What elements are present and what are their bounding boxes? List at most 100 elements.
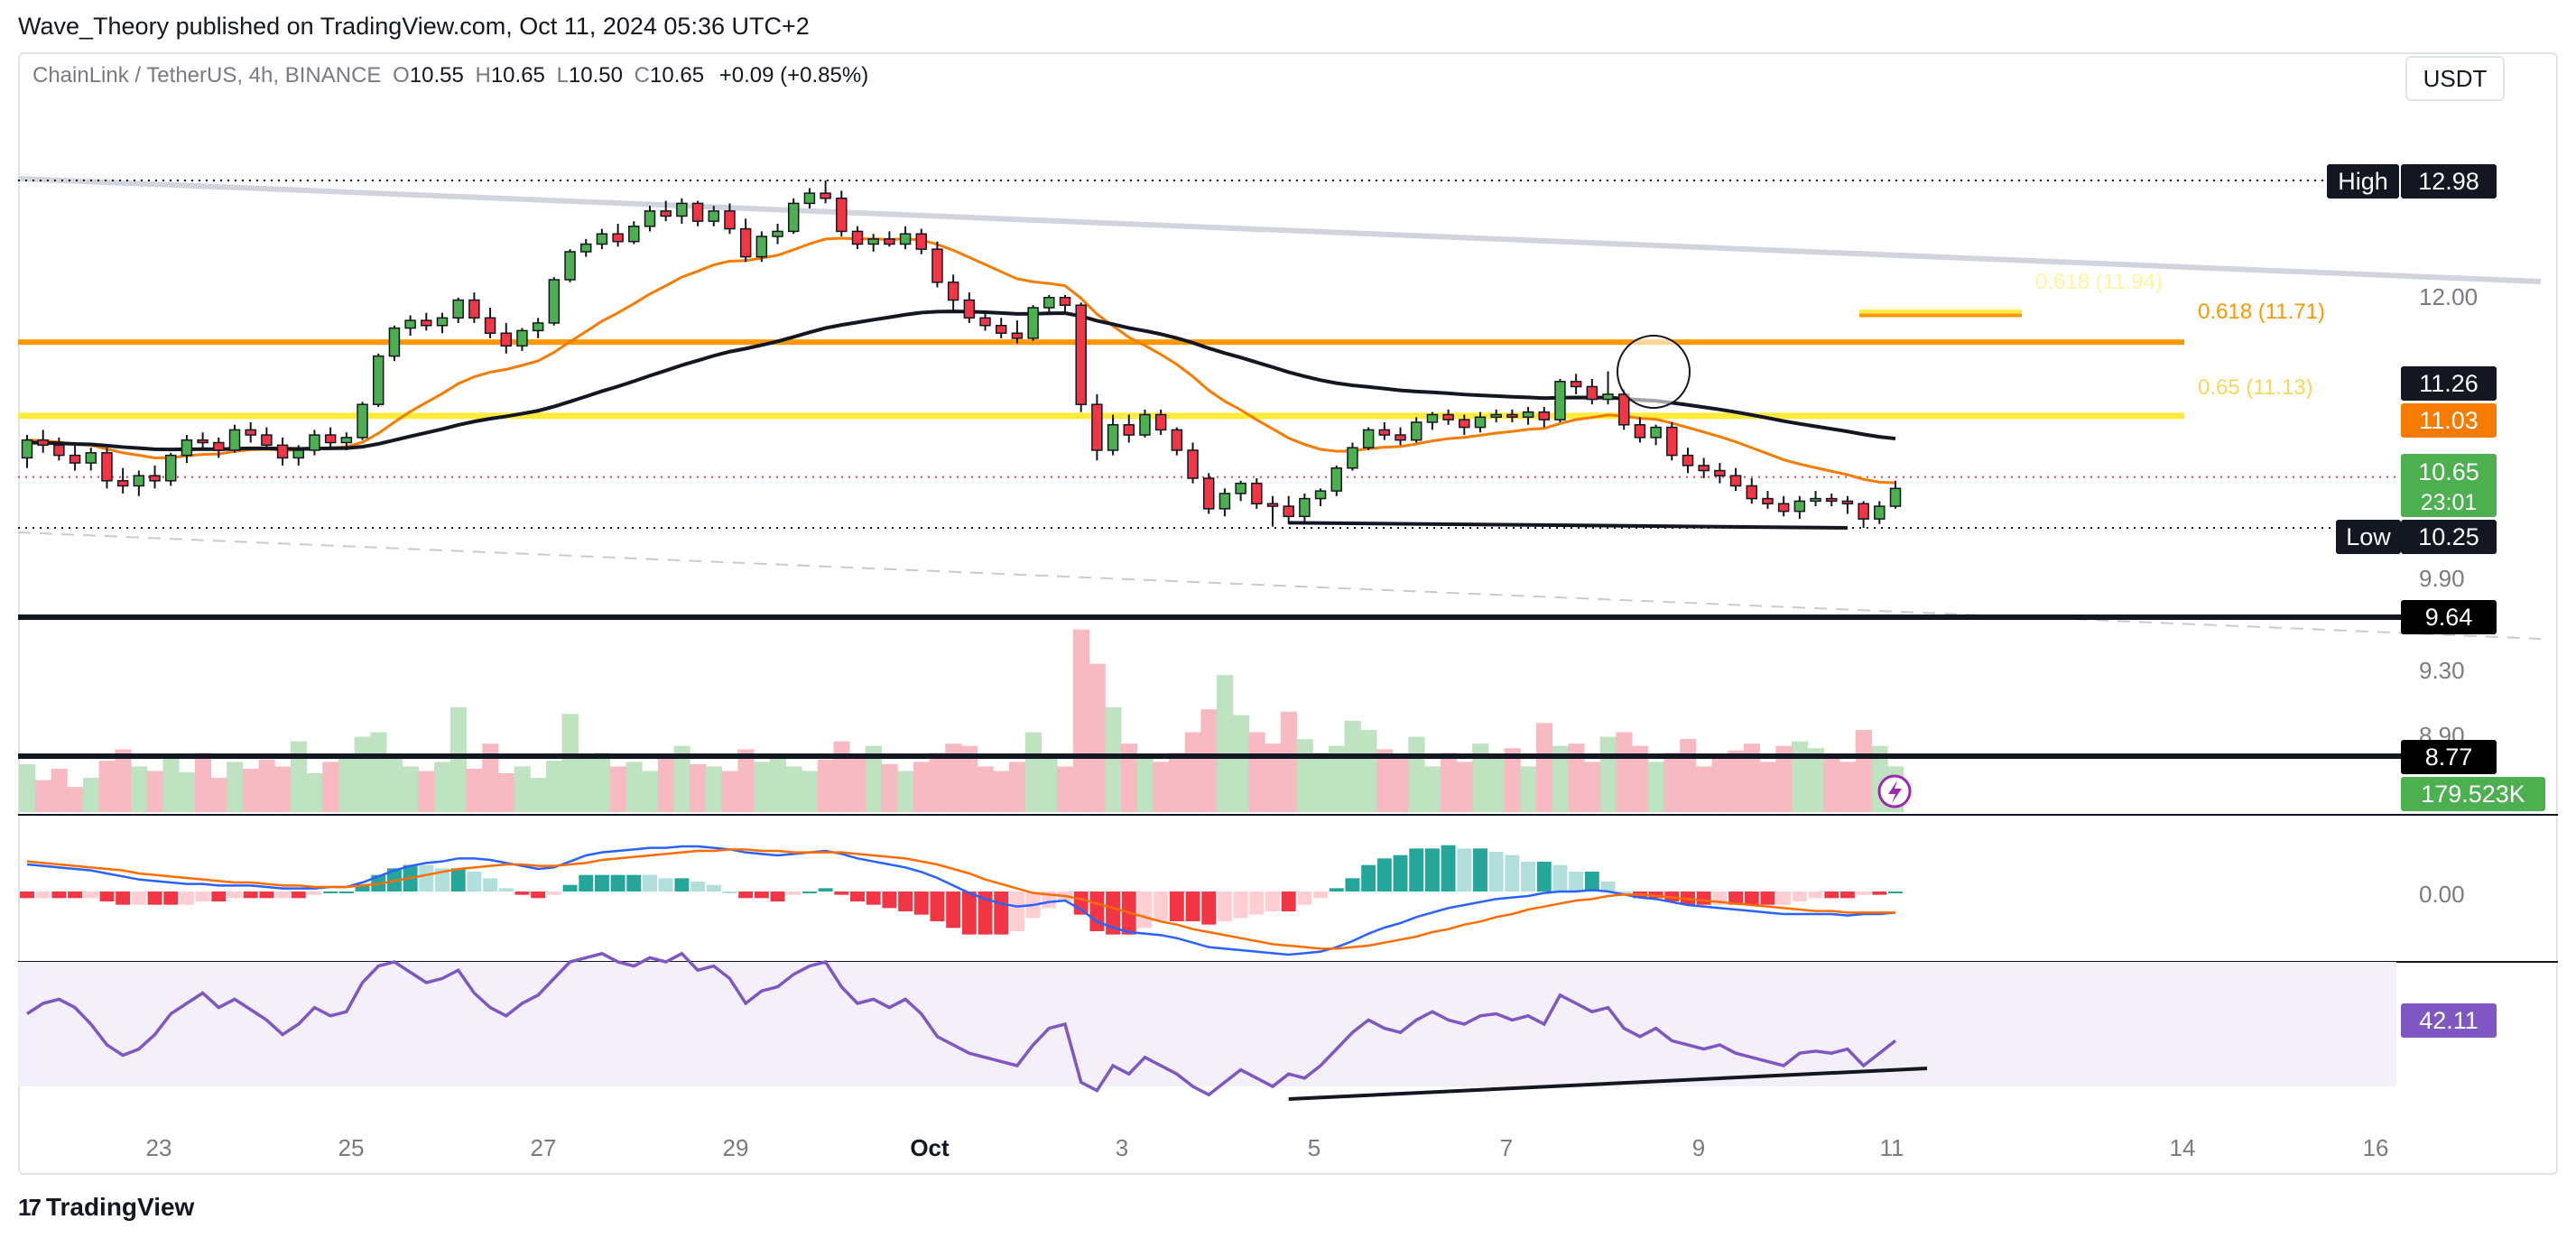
rsi-support-trendline xyxy=(1288,1067,1928,1101)
bull-candle xyxy=(21,439,33,459)
macd-bar xyxy=(211,892,227,901)
macd-axis-tick: 0.00 xyxy=(2419,881,2465,908)
bear-candle xyxy=(1442,413,1454,420)
bull-candle xyxy=(372,355,385,405)
volume-bar xyxy=(1535,723,1553,812)
bear-candle xyxy=(1075,304,1087,405)
macd-bar xyxy=(1584,872,1599,892)
current-price-countdown: 23:01 xyxy=(2421,490,2478,515)
volume-bar xyxy=(530,778,547,812)
bull-candle xyxy=(1235,482,1246,494)
volume-bar xyxy=(1487,757,1506,812)
volume-bar xyxy=(881,763,898,812)
volume-bar xyxy=(1520,766,1537,812)
volume-bar xyxy=(913,762,931,812)
price-axis-tick: 9.30 xyxy=(2419,657,2465,684)
currency-button[interactable]: USDT xyxy=(2405,56,2505,101)
volume-bar xyxy=(514,766,531,812)
macd-bar xyxy=(498,888,514,892)
bear-candle xyxy=(915,233,928,250)
fib-annotation-2: 0.65 (11.13) xyxy=(2198,375,2313,400)
tradingview-logo-icon: 17 xyxy=(18,1193,42,1221)
macd-bar xyxy=(1521,862,1536,892)
bull-candle xyxy=(787,202,800,233)
macd-bar xyxy=(850,892,865,901)
time-axis-label: 9 xyxy=(1692,1134,1705,1161)
macd-bar xyxy=(562,884,578,892)
bear-candle xyxy=(1858,503,1869,520)
volume-bar xyxy=(1009,762,1026,812)
macd-bar xyxy=(1137,892,1153,928)
volume-bar xyxy=(1296,739,1313,812)
volume-histogram xyxy=(19,629,1904,812)
volume-bar xyxy=(1072,629,1090,812)
bear-candle xyxy=(500,332,513,347)
legend-close: 10.65 xyxy=(650,63,705,88)
low-tag: Low xyxy=(2346,523,2391,550)
bear-candle xyxy=(724,210,736,230)
macd-bar xyxy=(946,892,961,928)
volume-bar xyxy=(1552,745,1569,812)
bull-candle xyxy=(1490,413,1502,419)
bear-candle xyxy=(691,202,704,222)
bull-candle xyxy=(436,317,449,327)
bear-candle xyxy=(947,282,959,301)
volume-bar xyxy=(1089,663,1106,812)
rsi-band xyxy=(18,962,2396,1086)
volume-bar xyxy=(1200,709,1218,812)
bull-candle xyxy=(357,403,368,439)
volume-bar xyxy=(146,771,163,812)
legend-symbol: ChainLink / TetherUS, 4h, BINANCE xyxy=(32,63,382,88)
volume-bar xyxy=(1265,744,1282,812)
volume-bar xyxy=(242,768,260,812)
bull-candle xyxy=(1043,296,1055,309)
volume-bar xyxy=(673,745,690,812)
volume-bar xyxy=(290,741,308,812)
bear-candle xyxy=(245,429,256,436)
highlight-circle xyxy=(1617,335,1691,409)
high-value: 12.98 xyxy=(2418,168,2479,195)
volume-bar xyxy=(737,749,755,812)
bear-candle xyxy=(1714,469,1726,476)
volume-bar xyxy=(609,766,626,812)
volume-bar xyxy=(1153,762,1170,812)
volume-bar xyxy=(482,744,499,812)
bear-candle xyxy=(1570,381,1582,388)
tradingview-logo[interactable]: 17 TradingView xyxy=(18,1193,194,1222)
bear-candle xyxy=(1746,485,1758,500)
bull-candle xyxy=(628,226,640,243)
tradingview-logo-text: TradingView xyxy=(45,1193,195,1221)
rsi-line xyxy=(26,951,1897,1097)
macd-bar xyxy=(898,892,913,911)
volume-bar xyxy=(370,732,387,812)
bull-candle xyxy=(1554,381,1566,420)
chart-frame xyxy=(18,52,2558,1175)
macd-bar xyxy=(1249,892,1265,915)
bear-candle xyxy=(116,480,129,487)
macd-bar xyxy=(1217,892,1232,921)
time-axis-label: 16 xyxy=(2363,1134,2389,1161)
bull-candle xyxy=(596,233,608,245)
legend-open-label: O xyxy=(393,63,410,88)
bear-candle xyxy=(1762,497,1774,504)
macd-bar xyxy=(1457,848,1472,892)
bull-candle xyxy=(388,327,401,357)
volume-bar xyxy=(1728,750,1745,812)
macd-bar xyxy=(307,892,322,895)
volume-bar xyxy=(1136,757,1154,812)
volume-bar xyxy=(1472,744,1489,812)
volume-bar xyxy=(705,766,723,812)
volume-bar xyxy=(657,754,675,812)
volume-bar xyxy=(1759,762,1776,812)
macd-bar xyxy=(419,864,434,892)
volume-bar xyxy=(1807,748,1824,812)
high-tag-bg xyxy=(2327,164,2399,199)
bear-candle xyxy=(1091,403,1103,451)
legend-close-label: C xyxy=(634,63,650,88)
bull-candle xyxy=(579,243,592,253)
macd-bar xyxy=(291,892,306,899)
bull-candle xyxy=(164,454,177,482)
macd-bar xyxy=(1808,892,1823,899)
volume-bar xyxy=(1647,762,1664,812)
